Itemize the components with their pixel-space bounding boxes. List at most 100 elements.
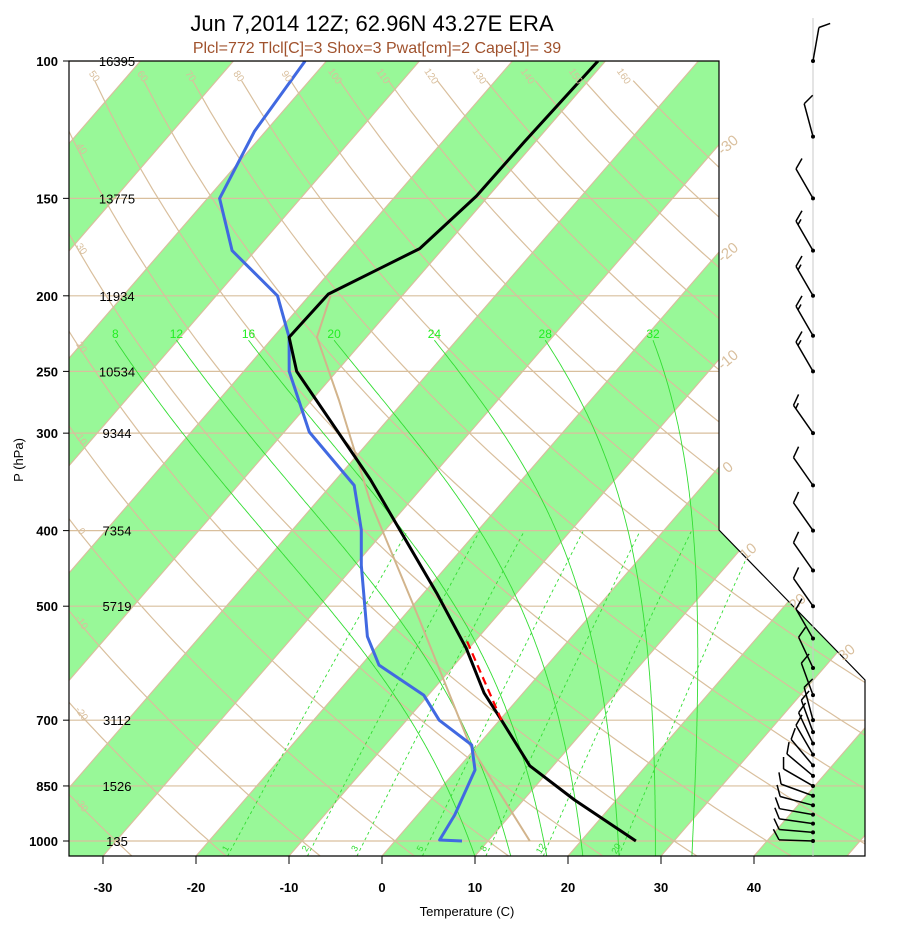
height-label: 16395 xyxy=(99,54,135,69)
wind-barb-base-dot xyxy=(811,369,815,374)
x-tick-label: 0 xyxy=(378,880,385,895)
moist-adiabat-label: 16 xyxy=(242,327,256,341)
wind-barb-base-dot xyxy=(811,752,815,757)
wind-barb-base-dot xyxy=(811,431,815,436)
wind-barb-full xyxy=(800,690,810,701)
height-label: 11934 xyxy=(99,289,134,304)
moist-adiabat-label: 32 xyxy=(646,327,660,341)
moist-adiabat xyxy=(434,339,620,856)
wind-barb-staff xyxy=(792,542,814,571)
dry-adiabat xyxy=(290,80,865,856)
moist-adiabat-label: 24 xyxy=(428,327,442,341)
wind-barb-full xyxy=(773,818,780,830)
wind-barb-staff xyxy=(792,502,814,532)
mixing-ratio-label: 8 xyxy=(478,844,489,853)
y-tick-label: 1000 xyxy=(29,834,58,849)
wind-barb-base-dot xyxy=(811,528,815,533)
wind-barb xyxy=(795,210,815,253)
mixing-ratio-line xyxy=(356,531,525,856)
wind-barb-full xyxy=(798,702,807,714)
dry-adiabat xyxy=(339,80,865,856)
moist-adiabat xyxy=(652,340,699,856)
sounding-profiles xyxy=(218,61,637,843)
wind-barb-staff xyxy=(779,828,814,834)
isotherm-label: 30 xyxy=(835,641,859,665)
wind-barb xyxy=(774,807,815,826)
wind-barb xyxy=(772,828,815,843)
mixing-ratio-line xyxy=(306,531,480,856)
dry-adiabat xyxy=(69,80,792,856)
wind-barb-base-dot xyxy=(811,134,815,139)
moist-adiabat-label: 20 xyxy=(327,327,341,341)
background-grid xyxy=(69,61,865,856)
wind-barb xyxy=(811,22,831,63)
wind-barb xyxy=(774,797,815,817)
wind-barb-full xyxy=(786,742,790,755)
wind-barb-full xyxy=(774,807,781,820)
wind-barb-base-dot xyxy=(811,333,815,338)
isotherm-label: 10 xyxy=(737,540,761,564)
y-tick-label: 250 xyxy=(36,364,58,379)
dry-adiabat-label: 0 xyxy=(75,526,87,537)
isotherm-band xyxy=(69,61,420,856)
wind-barb-full xyxy=(772,828,780,841)
wind-barb xyxy=(795,255,815,298)
y-tick-label: 300 xyxy=(36,426,58,441)
wind-barb-base-dot xyxy=(811,636,815,641)
mixing-ratio-label: 5 xyxy=(415,844,426,853)
moist-adiabat-label: 12 xyxy=(170,327,184,341)
y-axis-label: P (hPa) xyxy=(11,438,26,482)
wind-barb xyxy=(795,331,815,374)
chart-subtitle: Plcl=772 Tlcl[C]=3 Shox=3 Pwat[cm]=2 Cap… xyxy=(193,40,561,57)
wind-barb xyxy=(792,567,815,609)
wind-barb-full xyxy=(798,626,807,638)
wind-barb-staff xyxy=(783,768,814,787)
wind-barb-staff xyxy=(795,220,814,251)
wind-barb xyxy=(795,295,815,338)
wind-barbs xyxy=(772,18,831,856)
wind-barb-base-dot xyxy=(811,830,815,835)
wind-barb-base-dot xyxy=(811,773,815,778)
lcl-segment xyxy=(463,636,503,721)
x-tick-label: 40 xyxy=(747,880,761,895)
isotherm-line xyxy=(753,61,865,856)
wind-barb xyxy=(795,158,815,201)
wind-barb-staff xyxy=(792,577,814,607)
dry-adiabat-label: 160 xyxy=(614,67,633,87)
mixing-ratio-line xyxy=(227,531,408,856)
wind-barb-staff xyxy=(780,783,814,797)
dry-adiabat xyxy=(69,80,227,856)
height-label: 135 xyxy=(106,834,128,849)
wind-barb-full xyxy=(795,158,803,170)
wind-barb xyxy=(792,446,815,488)
wind-barb xyxy=(773,818,815,835)
x-tick-label: -30 xyxy=(94,880,113,895)
wind-barb-half xyxy=(795,402,800,409)
isotherm-band xyxy=(69,61,606,856)
wind-barb-staff xyxy=(797,636,814,669)
wind-barb xyxy=(790,727,815,768)
y-tick-label: 700 xyxy=(36,713,58,728)
wind-barb-full xyxy=(778,772,782,785)
plot-frame xyxy=(68,60,866,857)
temperature-line xyxy=(287,61,637,843)
dry-adiabat xyxy=(143,80,865,856)
wind-barb xyxy=(786,742,815,778)
wind-barb-full xyxy=(774,797,781,809)
wind-barb-staff xyxy=(790,738,814,766)
wind-barb xyxy=(792,394,815,436)
wind-barb-staff xyxy=(779,818,814,825)
wind-barb-base-dot xyxy=(811,812,815,817)
wind-barb-base-dot xyxy=(811,763,815,768)
wind-barb-staff xyxy=(795,341,814,372)
height-label: 1526 xyxy=(103,779,132,794)
dry-adiabat-label: 120 xyxy=(421,67,440,87)
wind-barb-staff xyxy=(803,687,814,721)
wind-barb xyxy=(792,531,815,573)
wind-barb xyxy=(803,678,815,723)
wind-barb-half xyxy=(797,304,802,311)
wind-barb-staff xyxy=(795,724,814,756)
wind-barb-staff xyxy=(786,753,814,777)
mixing-ratio-line xyxy=(421,531,584,856)
